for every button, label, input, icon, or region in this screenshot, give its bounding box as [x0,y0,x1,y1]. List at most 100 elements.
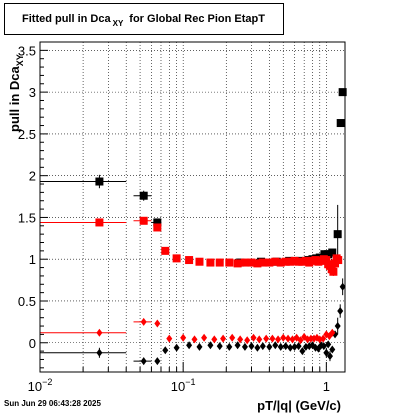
data-point [281,257,290,266]
data-point [244,336,251,345]
data-point [336,119,345,128]
data-point [334,322,341,331]
x-axis-label: pT/|q| (GeV/c) [257,398,341,413]
data-point [241,342,248,351]
grid [39,42,345,372]
data-point [337,307,344,316]
data-point [254,343,261,352]
data-point [225,258,234,267]
series-0 [40,88,347,267]
data-point [269,334,276,343]
data-point [286,257,295,266]
data-point [95,218,104,227]
y-tick-label: 2.5 [18,127,36,142]
data-point [323,348,330,357]
x-tick-label: 10−2 [28,377,53,394]
data-point [140,357,147,366]
data-point [216,342,223,351]
data-point [326,352,333,361]
data-point [166,334,173,343]
data-point [195,257,204,266]
data-point [140,317,147,326]
data-point [96,328,103,337]
data-point [320,342,327,351]
data-point [139,216,148,225]
data-point [237,335,244,344]
data-point [329,345,336,354]
data-point [95,177,104,186]
data-point [240,258,249,267]
chart-title-main: Fitted pull in Dca [22,13,111,25]
x-tick-label: 10−1 [171,377,196,394]
data-point [324,250,333,259]
data-point [153,223,162,232]
data-point [258,258,267,267]
data-point [299,347,306,356]
data-point [287,343,294,352]
y-tick-label: 1.5 [18,210,36,225]
data-point [297,336,304,345]
data-point [161,246,170,255]
data-point [277,342,284,351]
y-tick-label: 3 [29,85,36,100]
chart-title-subscript: XY [112,19,124,28]
data-point [329,267,338,276]
data-point [201,333,208,342]
data-point [180,333,187,342]
data-point [153,218,162,227]
data-point [250,333,257,342]
data-point [334,256,343,265]
data-point [263,334,270,343]
data-point [282,342,289,351]
data-point [154,357,161,366]
data-point [275,335,282,344]
data-series [40,88,347,366]
chart-title: Fitted pull in Dca XY for Global Rec Pion … [22,13,265,28]
data-point [265,258,274,267]
data-point [285,334,292,343]
footer-timestamp: Sun Jun 29 06:43:28 2025 [4,399,101,408]
y-tick-label: 0 [29,336,36,351]
data-point [339,282,346,291]
data-point [291,342,298,351]
data-point [329,328,336,337]
chart-title-suffix: for Global Rec Pion EtapT [129,13,265,25]
data-point [333,230,342,239]
data-point [328,248,337,257]
x-tick-label: 1 [323,379,330,394]
series-2 [40,278,346,366]
data-point [185,256,194,265]
data-point [253,259,262,268]
data-point [211,335,218,344]
data-point [207,341,214,350]
data-point [191,335,198,344]
data-point [290,256,299,265]
data-point [256,335,263,344]
data-point [320,334,327,343]
data-point [229,333,236,342]
data-point [154,319,161,328]
data-point [272,341,279,350]
chart-title-box: Fitted pull in Dca XY for Global Rec Pion … [4,3,284,35]
data-point [307,334,314,343]
series-1 [40,216,343,276]
data-point [162,346,169,355]
data-point [196,342,203,351]
data-point [266,342,273,351]
data-point [233,259,242,268]
y-axis-label: pull in DcaXY [7,54,25,132]
data-point [280,333,287,342]
data-point [96,348,103,357]
data-point [247,258,256,267]
data-point [226,342,233,351]
y-tick-label: 0.5 [18,294,36,309]
series-3 [40,317,336,345]
y-tick-label: 3.5 [18,43,36,58]
data-point [325,340,332,349]
data-point [322,256,331,265]
data-point [259,342,266,351]
axes: 10−2 10−1 1 0 0.5 1 1.5 2 2.5 3 3.5 [18,41,330,394]
data-point [172,254,181,263]
data-point [234,341,241,350]
